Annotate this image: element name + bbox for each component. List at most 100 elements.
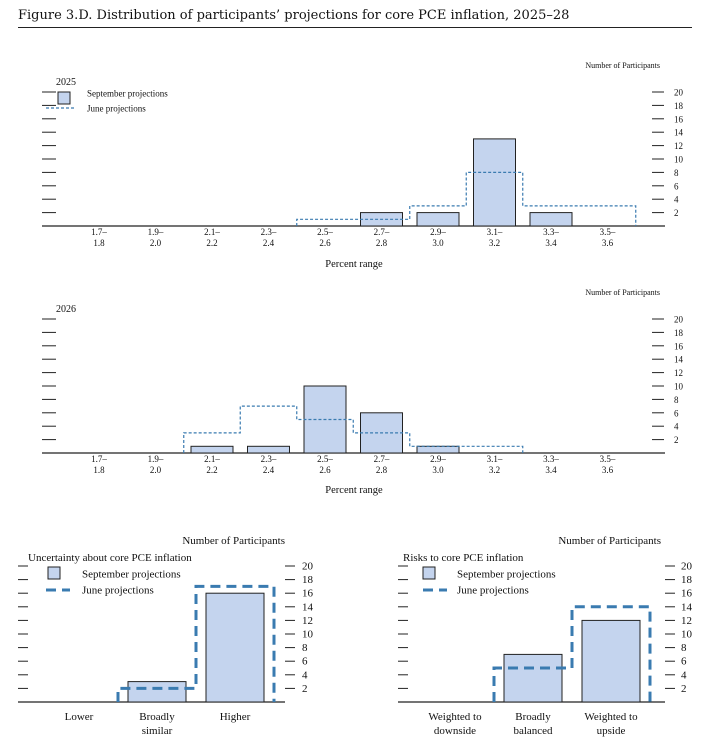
- x-tick-label: 3.2: [489, 238, 500, 248]
- sep-bar: [473, 138, 516, 227]
- legend-bar-swatch: [57, 91, 71, 105]
- y-tick-label: 14: [674, 128, 684, 138]
- x-axis-title: Percent range: [325, 485, 383, 496]
- chart-title: 2025: [56, 77, 76, 88]
- x-tick-label: 1.8: [93, 465, 105, 475]
- x-tick-label: 2.1–: [204, 454, 220, 464]
- x-tick-label: 2.9–: [430, 454, 446, 464]
- x-tick-label: Higher: [220, 711, 251, 723]
- x-tick-label: 2.8: [376, 465, 388, 475]
- legend-label: September projections: [82, 569, 181, 581]
- legend-label: June projections: [87, 104, 146, 114]
- x-tick-label: 1.9–: [148, 227, 164, 237]
- y-tick-label: 20: [302, 561, 314, 573]
- x-tick-label: Broadly: [515, 711, 551, 723]
- sep-bar: [503, 653, 563, 703]
- y-tick-label: 12: [681, 615, 692, 627]
- x-tick-label: 3.1–: [487, 227, 503, 237]
- june-line: [116, 584, 276, 702]
- y-tick-label: 10: [302, 629, 314, 641]
- y-tick-label: 20: [674, 315, 684, 325]
- x-tick-label: 2.0: [150, 465, 162, 475]
- chart-title: 2026: [56, 304, 76, 315]
- y-tick-label: 6: [674, 181, 679, 191]
- x-tick-label: 2.3–: [261, 454, 277, 464]
- x-tick-label: 1.8: [93, 238, 105, 248]
- legend-label: June projections: [457, 585, 529, 597]
- y-axis-title: Number of Participants: [585, 288, 660, 297]
- chart-title: Risks to core PCE inflation: [403, 552, 524, 564]
- y-axis-title: Number of Participants: [585, 61, 660, 70]
- y-tick-label: 16: [681, 588, 693, 600]
- x-tick-label: 3.5–: [600, 454, 616, 464]
- x-tick-label: 1.7–: [91, 227, 107, 237]
- y-tick-label: 6: [674, 408, 679, 418]
- x-tick-label: 2.2: [206, 238, 217, 248]
- y-axis-title: Number of Participants: [182, 535, 285, 547]
- y-tick-label: 12: [674, 141, 683, 151]
- y-tick-label: 4: [674, 422, 679, 432]
- y-tick-label: 14: [681, 601, 693, 613]
- x-tick-label: similar: [142, 725, 173, 737]
- sep-bar: [416, 445, 460, 454]
- x-tick-label: 3.0: [432, 465, 444, 475]
- sep-bar: [127, 681, 187, 703]
- y-tick-label: 4: [674, 195, 679, 205]
- x-tick-label: downside: [434, 725, 476, 737]
- y-tick-label: 14: [302, 601, 314, 613]
- x-tick-label: 3.4: [545, 238, 557, 248]
- x-tick-label: Broadly: [139, 711, 175, 723]
- figure-title: Figure 3.D. Distribution of participants…: [18, 8, 570, 23]
- x-tick-label: 2.5–: [317, 454, 333, 464]
- x-tick-label: Lower: [65, 711, 94, 723]
- y-tick-label: 16: [674, 114, 684, 124]
- x-tick-label: 2.0: [150, 238, 162, 248]
- y-tick-label: 8: [674, 168, 679, 178]
- x-tick-label: 2.7–: [374, 227, 390, 237]
- y-tick-label: 12: [302, 615, 313, 627]
- sep-bar: [190, 445, 234, 454]
- chart-title: Uncertainty about core PCE inflation: [28, 552, 192, 564]
- x-tick-label: 2.1–: [204, 227, 220, 237]
- x-tick-label: 3.6: [602, 238, 614, 248]
- x-tick-label: 1.7–: [91, 454, 107, 464]
- x-tick-label: 2.2: [206, 465, 217, 475]
- sep-bar: [529, 212, 573, 227]
- y-tick-label: 2: [674, 208, 679, 218]
- y-tick-label: 20: [681, 561, 693, 573]
- y-tick-label: 2: [674, 435, 679, 445]
- x-tick-label: 3.4: [545, 465, 557, 475]
- x-tick-label: 3.0: [432, 238, 444, 248]
- x-tick-label: 2.6: [319, 238, 331, 248]
- sep-bar: [416, 212, 460, 227]
- x-tick-label: 2.9–: [430, 227, 446, 237]
- y-tick-label: 10: [674, 382, 684, 392]
- y-tick-label: 14: [674, 355, 684, 365]
- legend-bar-swatch: [47, 566, 61, 580]
- sep-bar: [581, 619, 641, 703]
- y-tick-label: 2: [302, 683, 308, 695]
- legend-label: September projections: [87, 89, 168, 99]
- legend-bar-swatch: [422, 566, 436, 580]
- y-tick-label: 8: [302, 642, 308, 654]
- y-tick-label: 10: [674, 155, 684, 165]
- y-tick-label: 8: [681, 642, 687, 654]
- y-tick-label: 18: [681, 574, 693, 586]
- y-tick-label: 20: [674, 88, 684, 98]
- title-rule: [18, 27, 692, 28]
- x-tick-label: 2.4: [263, 465, 275, 475]
- x-tick-label: 2.4: [263, 238, 275, 248]
- x-tick-label: 2.5–: [317, 227, 333, 237]
- y-tick-label: 8: [674, 395, 679, 405]
- y-tick-label: 4: [302, 669, 308, 681]
- y-tick-label: 12: [674, 368, 683, 378]
- x-tick-label: 2.7–: [374, 454, 390, 464]
- y-tick-label: 10: [681, 629, 693, 641]
- x-tick-label: 2.3–: [261, 227, 277, 237]
- sep-bar: [247, 445, 290, 454]
- y-tick-label: 16: [302, 588, 314, 600]
- x-axis-title: Percent range: [325, 259, 383, 270]
- x-tick-label: 3.3–: [543, 227, 559, 237]
- y-tick-label: 6: [302, 656, 308, 668]
